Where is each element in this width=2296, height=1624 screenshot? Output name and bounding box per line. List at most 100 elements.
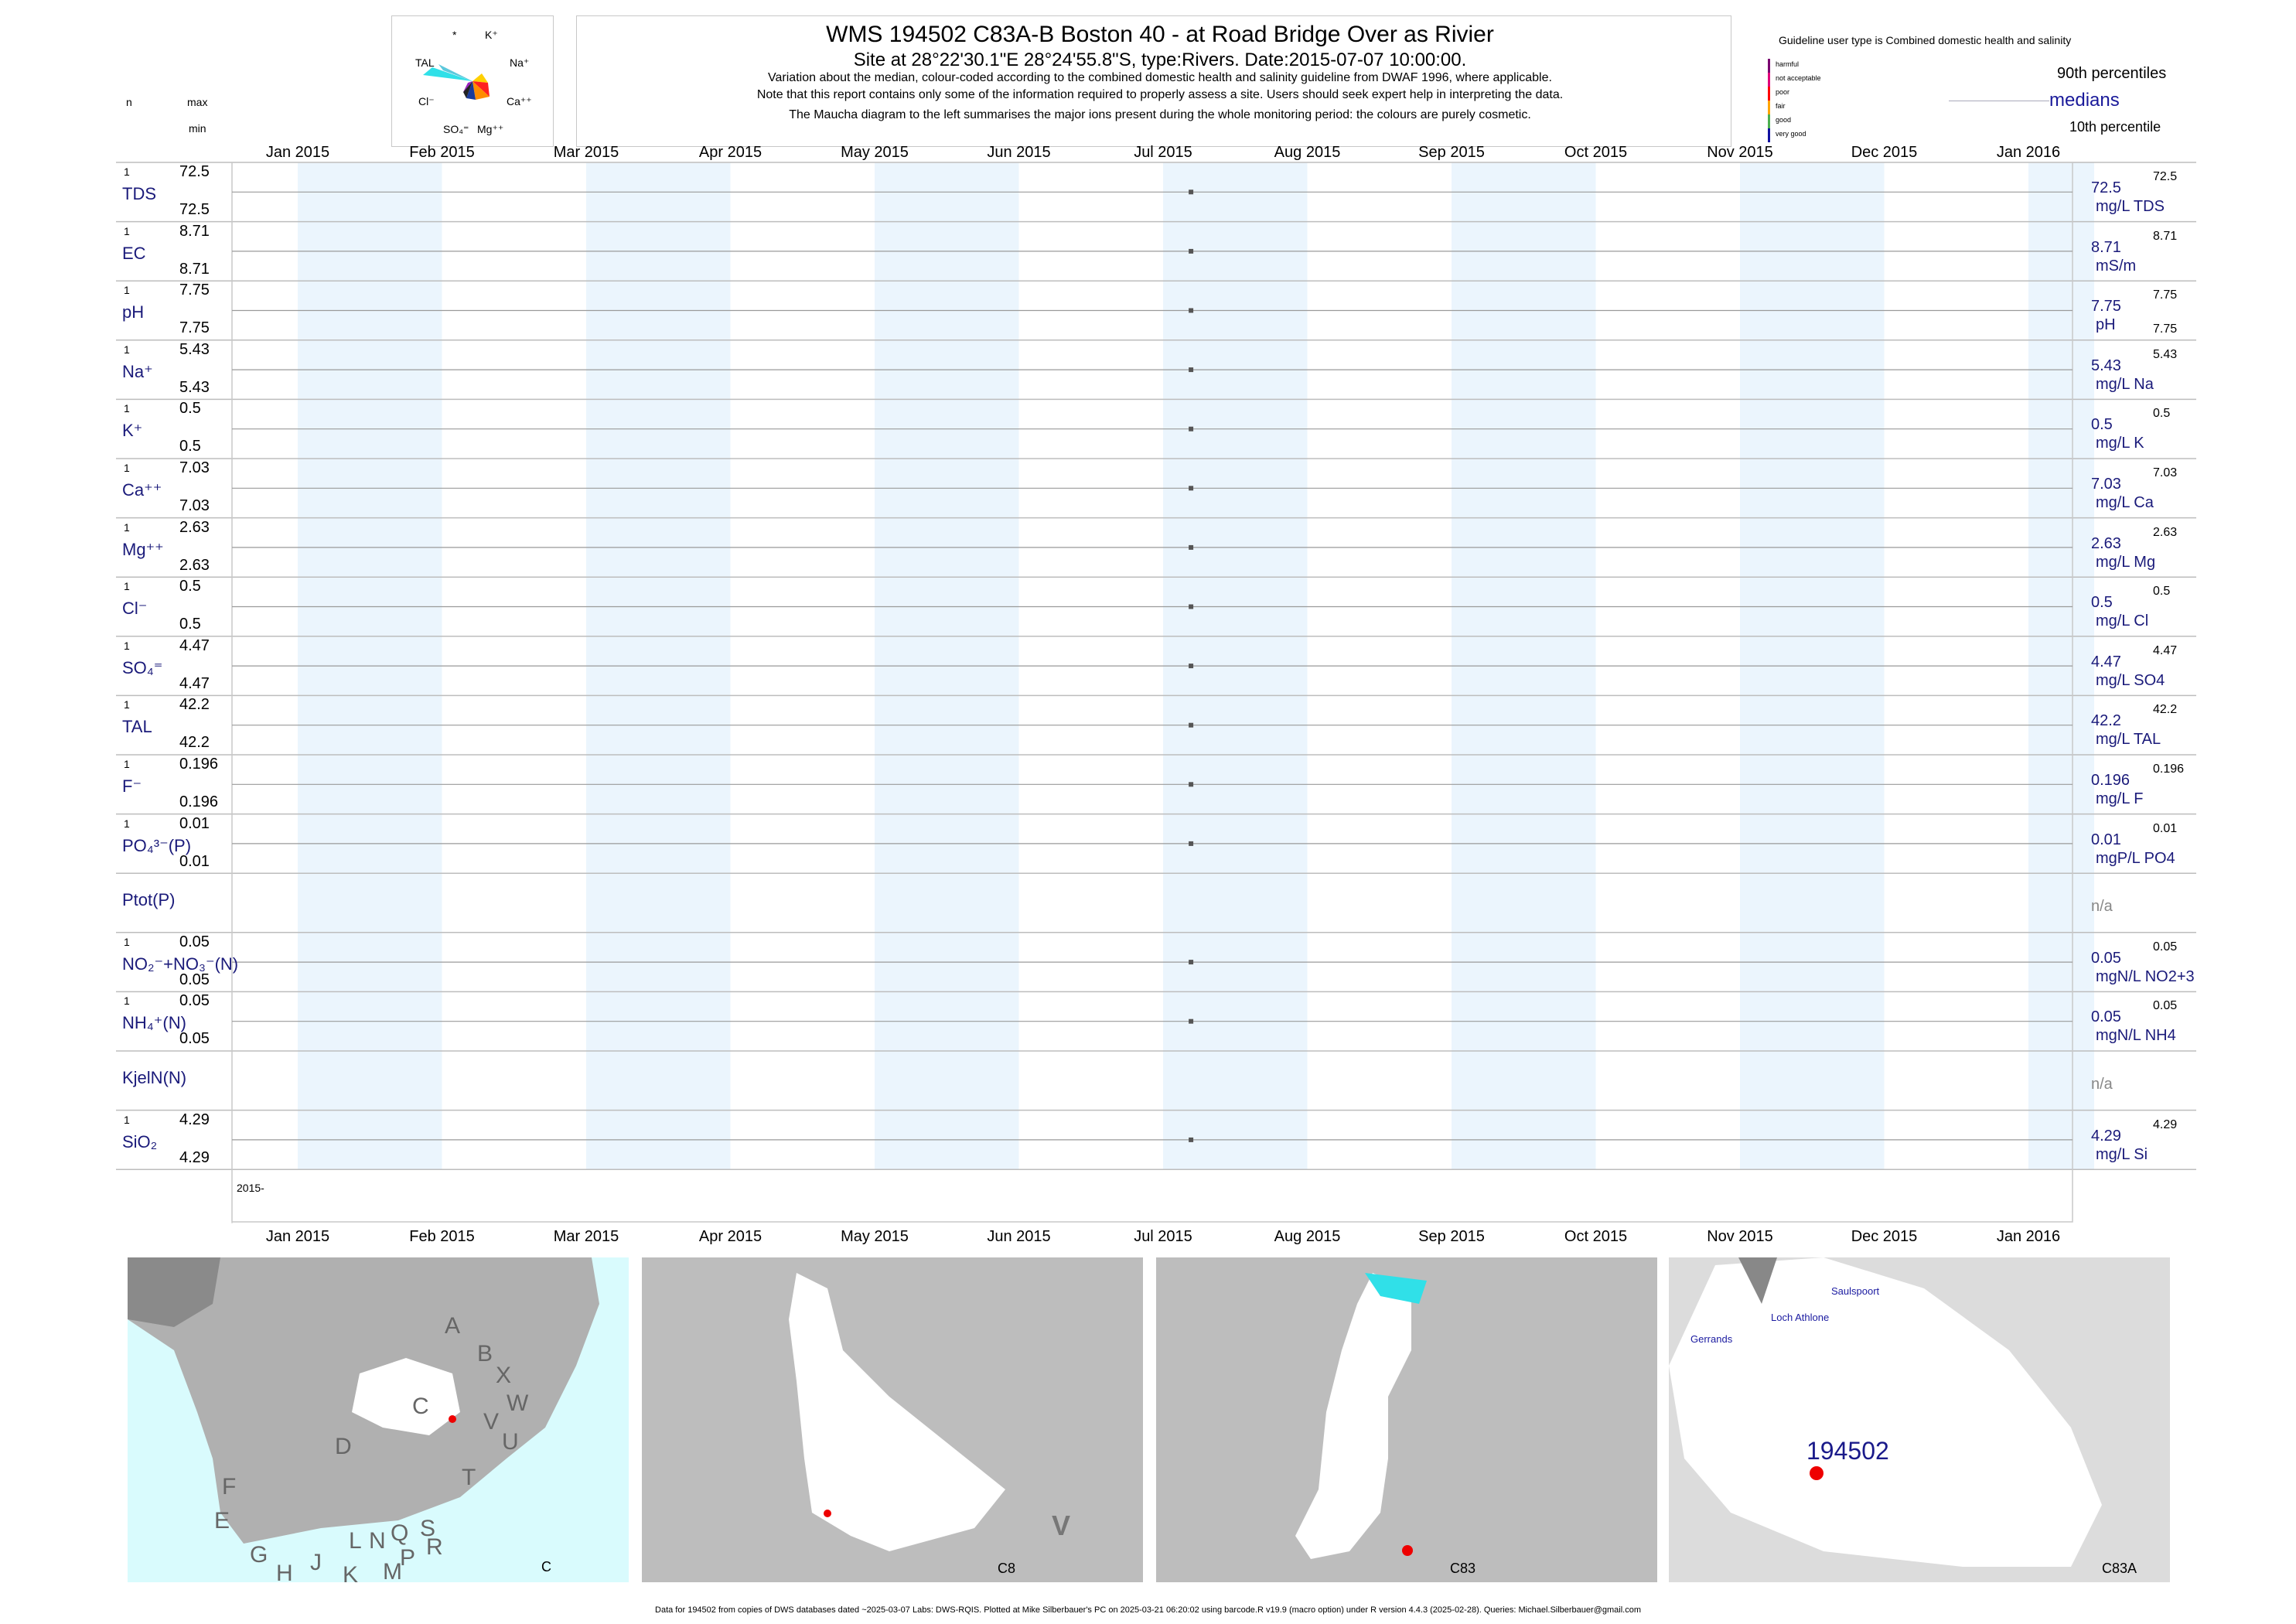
map1-region-letter: P	[400, 1545, 416, 1571]
maucha-label-mg: Mg⁺⁺	[477, 123, 504, 135]
map3-corner: C83	[1450, 1561, 1476, 1576]
map3-site-dot	[1402, 1545, 1413, 1556]
data-point	[1189, 308, 1194, 313]
median-value: 0.5	[2091, 416, 2113, 434]
map2-big-letter: V	[1052, 1510, 1071, 1541]
sample-count: 1	[124, 817, 130, 830]
p90-value: 8.71	[2153, 229, 2178, 243]
data-point	[1189, 486, 1194, 491]
median-value: 2.63	[2091, 534, 2121, 552]
month-label: Jul 2015	[1134, 144, 1192, 161]
min-value: 8.71	[179, 260, 210, 278]
min-value: 2.63	[179, 556, 210, 574]
year-label: 2015-	[237, 1182, 264, 1194]
page-title: WMS 194502 C83A-B Boston 40 - at Road Br…	[826, 22, 1494, 47]
map1-region-letter: V	[483, 1409, 500, 1435]
month-label: May 2015	[841, 1228, 909, 1245]
variable-label: TAL	[122, 717, 152, 737]
sample-count: 1	[124, 698, 130, 711]
unit-label: mg/L TAL	[2096, 731, 2161, 749]
sample-count: 1	[124, 1113, 130, 1126]
map1-region-letter: S	[420, 1516, 436, 1541]
median-value: 0.5	[2091, 594, 2113, 612]
median-value: 72.5	[2091, 179, 2121, 196]
variable-label: EC	[122, 243, 146, 263]
unit-label: mg/L SO4	[2096, 671, 2165, 689]
variable-label: Cl⁻	[122, 599, 148, 619]
month-label: Oct 2015	[1564, 144, 1628, 161]
variable-label: K⁺	[122, 421, 143, 441]
p90-value: 0.5	[2153, 585, 2171, 599]
map1-region-letter: N	[369, 1528, 386, 1554]
maucha-label-na: Na⁺	[510, 56, 530, 69]
month-label: Sep 2015	[1418, 1228, 1485, 1245]
data-point	[1189, 426, 1194, 432]
legend-swatch	[1768, 128, 1770, 142]
unit-label: mg/L Na	[2096, 375, 2154, 393]
variable-label: pH	[122, 302, 145, 322]
map1-region-letter: Q	[391, 1520, 409, 1546]
max-value: 7.03	[179, 459, 210, 476]
map1-region-letter: E	[214, 1508, 230, 1534]
p90-value: 42.2	[2153, 703, 2178, 717]
map4-site-dot	[1810, 1466, 1823, 1480]
month-label: Jan 2016	[1996, 1228, 2061, 1245]
legend-swatch	[1768, 59, 1770, 73]
header-min: min	[189, 122, 206, 135]
month-label: Apr 2015	[698, 144, 762, 161]
maucha-label-tal: TAL	[415, 56, 435, 69]
variable-label: SiO₂	[122, 1131, 158, 1151]
median-value: 7.03	[2091, 476, 2121, 493]
sample-count: 1	[124, 580, 130, 593]
map1-region-letter: L	[349, 1528, 362, 1554]
min-value: 0.05	[179, 971, 210, 988]
min-value: 0.05	[179, 1030, 210, 1048]
sample-count: 1	[124, 995, 130, 1008]
month-label: Jan 2015	[265, 1228, 330, 1245]
month-label: Jan 2015	[265, 144, 330, 161]
max-value: 0.5	[179, 578, 201, 595]
p90-value: 0.05	[2153, 999, 2178, 1013]
sample-count: 1	[124, 284, 130, 297]
min-value: 0.5	[179, 616, 201, 633]
medians-label: medians	[2049, 90, 2120, 111]
guideline-legend: harmful not acceptable poor fair good very go…	[1768, 59, 1861, 144]
legend-class-label: very good	[1776, 130, 1806, 138]
max-value: 7.75	[179, 281, 210, 299]
data-point	[1189, 367, 1194, 373]
p90-value: 0.196	[2153, 763, 2185, 776]
min-value: 0.01	[179, 852, 210, 870]
map-c83a: C83A 194502 Saulspoort Loch Athlone Gerr…	[1669, 1257, 2170, 1582]
legend-class-label: fair	[1776, 102, 1786, 110]
median-value: 0.05	[2091, 949, 2121, 967]
month-label: Dec 2015	[1851, 1228, 1918, 1245]
maucha-label-star: *	[452, 29, 457, 41]
p90-value: 5.43	[2153, 347, 2178, 361]
sample-count: 1	[124, 343, 130, 356]
month-label: Feb 2015	[409, 1228, 475, 1245]
sample-count: 1	[124, 224, 130, 237]
unit-label: mgN/L NO2+3	[2096, 967, 2195, 985]
p10-value: 7.75	[2153, 322, 2178, 336]
month-label: Jun 2015	[987, 144, 1051, 161]
month-label: Aug 2015	[1274, 144, 1341, 161]
max-value: 5.43	[179, 340, 210, 358]
map4-corner: C83A	[2102, 1561, 2137, 1576]
p90-value: 0.01	[2153, 821, 2178, 835]
month-label: Oct 2015	[1564, 1228, 1628, 1245]
month-label: Feb 2015	[409, 144, 475, 161]
p90-value: 4.29	[2153, 1117, 2178, 1131]
unit-label: mS/m	[2096, 257, 2137, 275]
map-c83a-shape	[1669, 1257, 2102, 1567]
sample-count: 1	[124, 520, 130, 534]
p90-value: 7.03	[2153, 466, 2178, 479]
median-value: 0.196	[2091, 772, 2131, 789]
variable-label: KjelN(N)	[122, 1068, 187, 1087]
barcode-chart	[116, 162, 2196, 1223]
median-value: 4.47	[2091, 653, 2121, 670]
data-point	[1189, 782, 1194, 787]
legend-class-label: not acceptable	[1776, 74, 1821, 82]
unit-label: pH	[2096, 316, 2116, 334]
variable-label: NO₂⁻+NO₃⁻(N)	[122, 954, 239, 974]
min-value: 7.03	[179, 497, 210, 514]
